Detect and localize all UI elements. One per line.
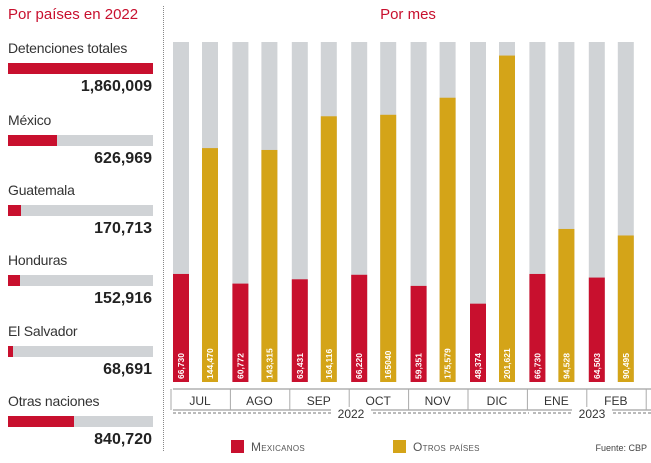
country-value: 1,860,009	[80, 78, 152, 95]
bar-track-mexicanos-dic	[470, 42, 486, 382]
country-bar-track	[8, 135, 153, 146]
country-row-otras-naciones: Otras naciones 840,720	[0, 393, 160, 463]
data-label-mexicanos-ene: 66,730	[532, 353, 542, 379]
legend-swatch-mexicanos	[231, 440, 244, 453]
country-row-guatemala: Guatemala 170,713	[0, 182, 160, 252]
bar-otros-sep	[320, 116, 337, 382]
data-label-mexicanos-nov: 59,351	[414, 353, 424, 379]
source-note: Fuente: CBP	[595, 443, 647, 453]
bar-mexicanos-oct	[351, 274, 368, 382]
data-label-otros-sep: 164,116	[324, 348, 334, 379]
legend-label-mexicanos: Mexicanos	[251, 440, 306, 454]
legend-item-otros: Otros países	[393, 440, 480, 454]
country-panel-title: Por países en 2022	[8, 6, 139, 23]
legend-label-otros: Otros países	[413, 440, 480, 454]
month-label-feb: FEB	[604, 394, 627, 408]
monthly-panel-title: Por mes	[380, 6, 436, 23]
country-label: Detenciones totales	[8, 40, 128, 56]
country-row-detenciones-totales: Detenciones totales 1,860,009	[0, 40, 160, 110]
data-label-mexicanos-feb: 64,503	[592, 353, 602, 379]
country-panel: Por países en 2022 Detenciones totales 1,…	[0, 0, 162, 461]
country-row-el-salvador: El Salvador 68,691	[0, 323, 160, 393]
country-bar-track	[8, 275, 153, 286]
data-label-otros-dic: 201,621	[502, 348, 512, 379]
bar-otros-ene	[558, 228, 575, 382]
month-label-oct: OCT	[366, 394, 392, 408]
data-label-mexicanos-dic: 48,374	[473, 353, 483, 379]
month-label-ago: AGO	[246, 394, 273, 408]
country-label: México	[8, 112, 52, 128]
month-label-dic: DIC	[487, 394, 508, 408]
bar-mexicanos-nov	[410, 285, 427, 382]
country-row-honduras: Honduras 152,916	[0, 252, 160, 322]
bar-otros-nov	[439, 97, 456, 382]
year-label-bg-2022	[331, 407, 371, 420]
bar-mexicanos-sep	[291, 279, 308, 382]
country-bar-track	[8, 416, 153, 427]
country-value: 152,916	[94, 290, 152, 307]
bar-mexicanos-jul	[173, 273, 189, 382]
monthly-panel: Por mes 66,730 144,470 60,772 143,315 63,431…	[165, 0, 651, 461]
country-value: 626,969	[94, 150, 152, 167]
country-label: El Salvador	[8, 323, 78, 339]
bar-otros-dic	[499, 55, 515, 382]
data-label-otros-ago: 143,315	[264, 348, 274, 379]
legend-item-mexicanos: Mexicanos	[231, 440, 305, 454]
data-label-otros-feb: 90,495	[621, 353, 631, 379]
bar-otros-feb	[617, 235, 634, 382]
country-bar-fill	[8, 205, 22, 216]
bar-otros-jul	[202, 148, 218, 382]
bar-otros-ago	[261, 149, 278, 382]
country-bar-track	[8, 205, 153, 216]
country-bar-fill	[8, 275, 20, 286]
country-label: Otras naciones	[8, 393, 100, 409]
legend-swatch-otros	[393, 440, 406, 453]
country-bar-fill	[8, 63, 153, 74]
country-bar-track	[8, 63, 153, 74]
country-bar-fill	[8, 416, 74, 427]
year-label-2022: 2022	[338, 407, 365, 421]
country-bar-fill	[8, 135, 57, 146]
month-label-ene: ENE	[544, 394, 569, 408]
country-label: Honduras	[8, 252, 68, 268]
country-value: 170,713	[94, 220, 152, 237]
data-label-mexicanos-ago: 60,772	[235, 353, 245, 379]
bar-otros-oct	[380, 114, 397, 382]
country-label: Guatemala	[8, 182, 75, 198]
country-bar-fill	[8, 346, 14, 357]
bar-mexicanos-ago	[232, 283, 249, 382]
bar-mexicanos-dic	[470, 303, 486, 382]
month-label-jul: JUL	[189, 394, 211, 408]
country-value: 840,720	[94, 431, 152, 448]
month-label-sep: SEP	[307, 394, 331, 408]
country-row-mexico: México 626,969	[0, 112, 160, 182]
panel-divider	[163, 6, 164, 451]
data-label-otros-jul: 144,470	[205, 348, 215, 379]
year-label-bg-2023	[572, 407, 612, 420]
data-label-otros-ene: 94,528	[561, 353, 571, 379]
bar-mexicanos-feb	[588, 277, 605, 382]
data-label-mexicanos-oct: 66,220	[354, 353, 364, 379]
data-label-mexicanos-jul: 66,730	[176, 353, 186, 379]
country-value: 68,691	[103, 361, 152, 378]
data-label-otros-oct: 165040	[383, 350, 393, 379]
bar-mexicanos-ene	[529, 273, 546, 382]
year-label-2023: 2023	[579, 407, 606, 421]
country-bar-track	[8, 346, 153, 357]
monthly-bar-chart: 66,730 144,470 60,772 143,315 63,431 164,116 6…	[170, 42, 651, 421]
data-label-otros-nov: 175,579	[443, 348, 453, 379]
data-label-mexicanos-sep: 63,431	[295, 353, 305, 379]
month-label-nov: NOV	[425, 394, 451, 408]
